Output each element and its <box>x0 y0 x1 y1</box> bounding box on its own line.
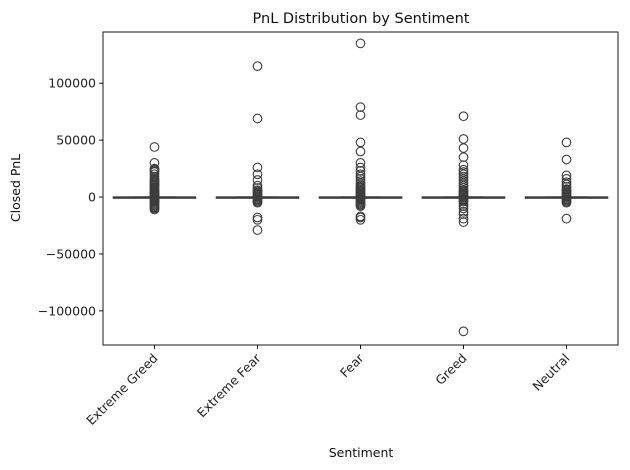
outlier-point <box>458 134 469 144</box>
outlier-point <box>355 137 366 148</box>
chart-title: PnL Distribution by Sentiment <box>253 11 470 27</box>
y-tick-label: −50000 <box>46 246 96 261</box>
x-axis: Extreme Greed Extreme Fear Fear Greed Neutra… <box>83 345 573 428</box>
box-group <box>318 38 403 225</box>
y-tick-label: 50000 <box>56 133 96 148</box>
outlier-point <box>458 209 469 219</box>
outlier-point <box>355 38 366 49</box>
outlier-point <box>355 102 366 112</box>
x-tick-label: Extreme Greed <box>83 351 160 428</box>
outlier-point <box>458 213 469 224</box>
outlier-point <box>355 166 366 176</box>
box-group <box>112 142 197 215</box>
outlier-point <box>355 158 366 168</box>
outlier-point <box>252 61 263 71</box>
box-group <box>524 137 609 224</box>
x-tick-label: Neutral <box>529 351 572 394</box>
outlier-point <box>561 137 572 148</box>
outlier-point <box>149 142 160 152</box>
outlier-point <box>355 110 366 120</box>
outlier-point <box>458 199 469 209</box>
outlier-point <box>458 143 469 153</box>
y-axis: −100000 −50000 0 50000 100000 <box>38 76 103 318</box>
outlier-point <box>252 169 263 180</box>
y-tick-label: 100000 <box>48 76 96 91</box>
outlier-point <box>458 152 469 163</box>
outlier-point <box>355 146 366 157</box>
outlier-point <box>458 201 469 211</box>
outlier-point <box>252 214 263 225</box>
outlier-point <box>355 212 366 223</box>
x-tick-label: Extreme Fear <box>194 350 264 420</box>
outlier-point <box>458 217 469 227</box>
outlier-point <box>458 206 469 217</box>
y-tick-label: −100000 <box>38 303 96 318</box>
outlier-point <box>252 162 263 173</box>
outlier-point <box>252 113 263 124</box>
x-axis-label: Sentiment <box>329 445 394 460</box>
outlier-point <box>561 213 572 224</box>
y-tick-label: 0 <box>88 190 96 205</box>
outlier-point <box>458 326 469 337</box>
outlier-point <box>252 212 263 223</box>
box-group <box>421 111 506 337</box>
outlier-point <box>561 173 572 184</box>
outlier-point <box>458 203 469 214</box>
outlier-point <box>252 225 263 235</box>
outlier-point <box>355 201 366 211</box>
outlier-point <box>458 111 469 122</box>
outlier-point <box>149 204 160 215</box>
plot-area <box>112 38 609 337</box>
outlier-point <box>252 175 263 185</box>
y-axis-label: Closed PnL <box>8 154 23 222</box>
x-tick-label: Greed <box>432 351 469 388</box>
outlier-point <box>355 214 366 225</box>
outlier-point <box>561 154 572 165</box>
box-group <box>215 61 300 235</box>
x-tick-label: Fear <box>337 350 367 380</box>
